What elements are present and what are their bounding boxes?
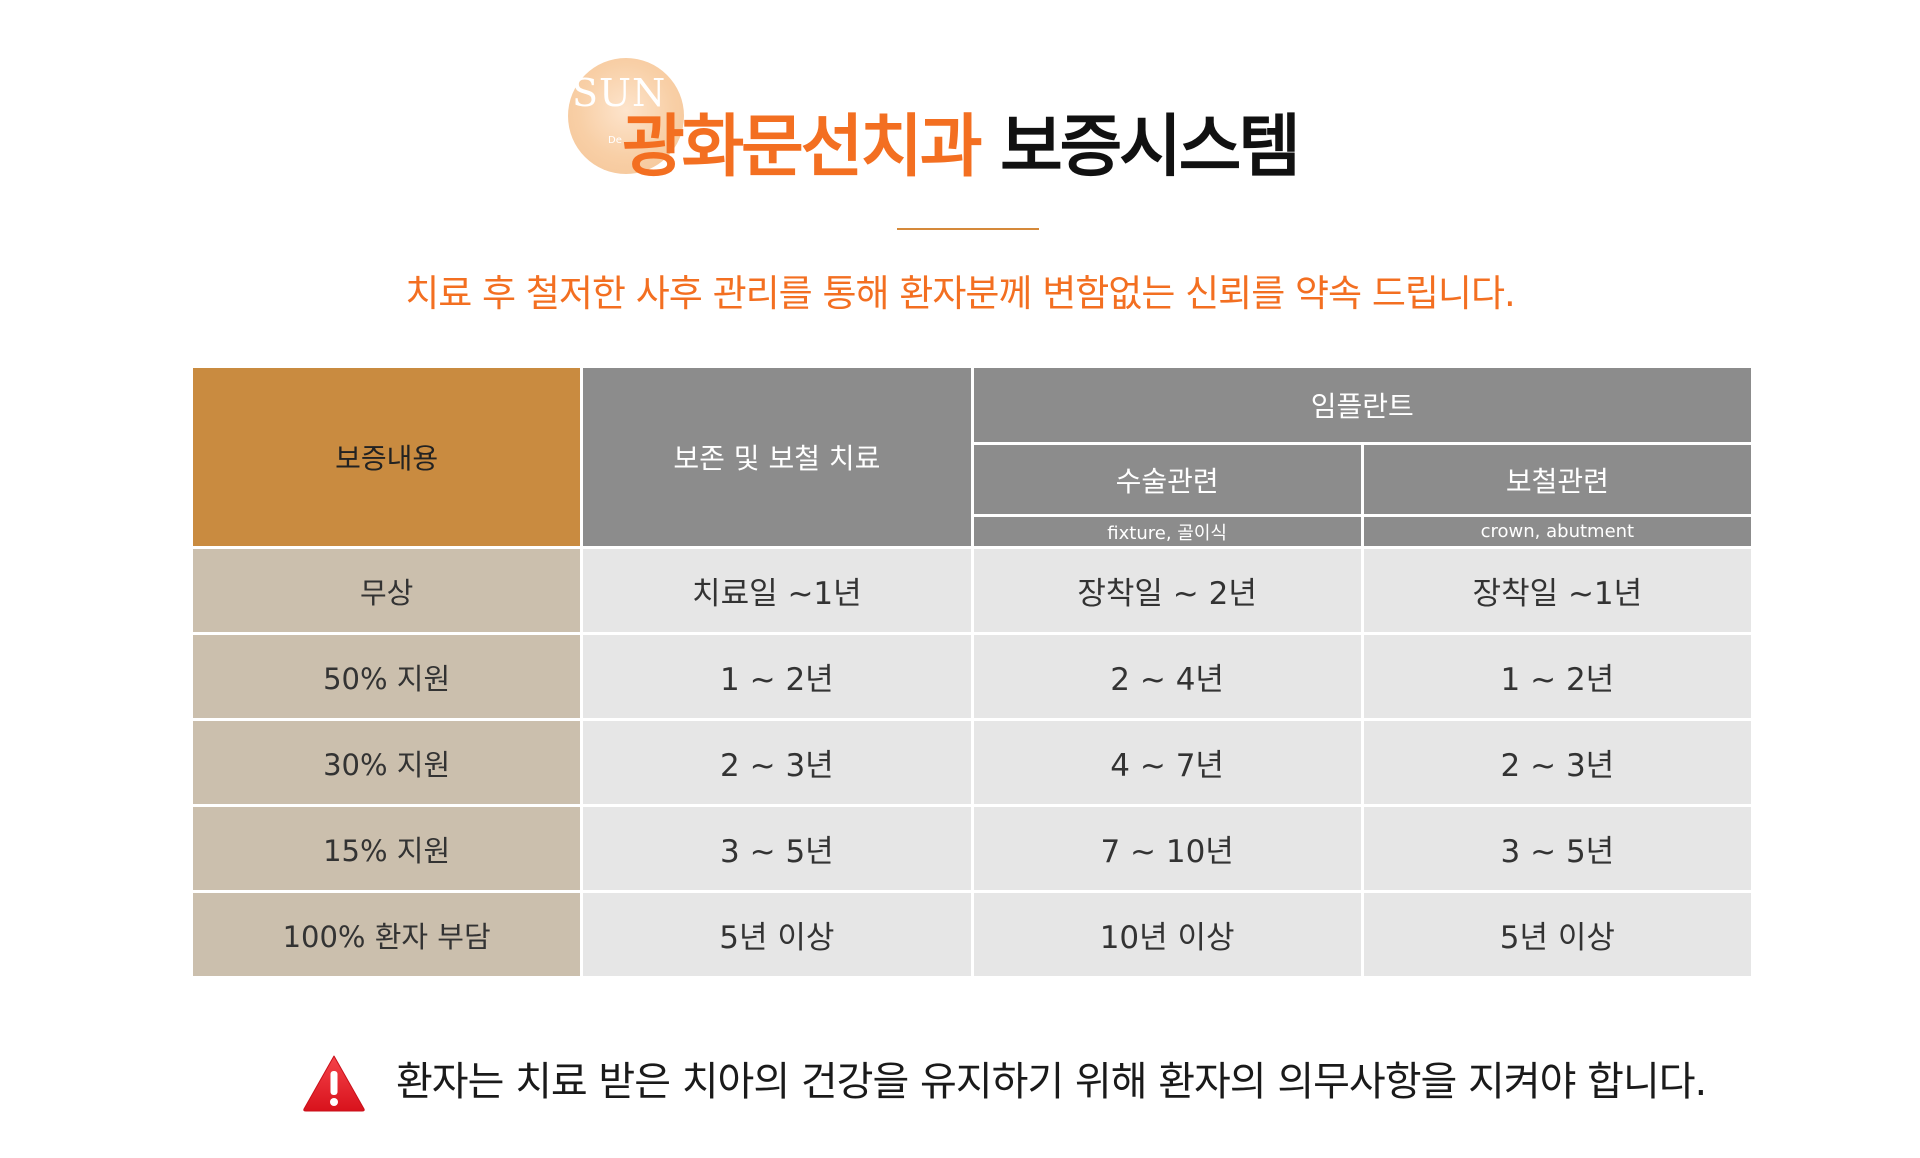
table-row: 100% 환자 부담 5년 이상 10년 이상 5년 이상: [189, 890, 1755, 979]
header-surgery: 수술관련: [970, 442, 1364, 517]
cell-prosthetic: 3 ~ 5년: [1360, 804, 1755, 893]
cell-prosthetic: 1 ~ 2년: [1360, 632, 1755, 721]
title-divider: [897, 228, 1039, 230]
clinic-logo: [568, 58, 684, 174]
cell-surgery: 7 ~ 10년: [970, 804, 1364, 893]
title-clinic-name: 광화문선치과: [622, 108, 982, 187]
cell-prosthetic: 2 ~ 3년: [1360, 718, 1755, 807]
cell-surgery: 4 ~ 7년: [970, 718, 1364, 807]
page-title: 광화문선치과 보증시스템: [0, 108, 1920, 188]
cell-conservative: 1 ~ 2년: [580, 632, 974, 721]
warranty-table: 보증내용 보존 및 보철 치료 임플란트 수술관련 보철관련 fixture, …: [189, 365, 1755, 979]
table-row: 50% 지원 1 ~ 2년 2 ~ 4년 1 ~ 2년: [189, 632, 1755, 721]
header-prosthetic: 보철관련: [1360, 442, 1755, 517]
cell-surgery: 10년 이상: [970, 890, 1364, 979]
logo-text: SUN: [572, 71, 667, 115]
cell-conservative: 5년 이상: [580, 890, 974, 979]
notice-text: 환자는 치료 받은 치아의 건강을 유지하기 위해 환자의 의무사항을 지켜야 …: [396, 1059, 1707, 1105]
row-label: 15% 지원: [189, 804, 584, 893]
header-conservative-treatment: 보존 및 보철 치료: [580, 365, 974, 549]
cell-surgery: 장착일 ~ 2년: [970, 546, 1364, 635]
table-row: 15% 지원 3 ~ 5년 7 ~ 10년 3 ~ 5년: [189, 804, 1755, 893]
page-subtitle: 치료 후 철저한 사후 관리를 통해 환자분께 변함없는 신뢰를 약속 드립니다…: [405, 272, 1516, 315]
row-label: 100% 환자 부담: [189, 890, 584, 979]
row-label: 30% 지원: [189, 718, 584, 807]
cell-prosthetic: 장착일 ~1년: [1360, 546, 1755, 635]
cell-prosthetic: 5년 이상: [1360, 890, 1755, 979]
cell-conservative: 2 ~ 3년: [580, 718, 974, 807]
row-label: 무상: [189, 546, 584, 635]
subheader-prosthetic: crown, abutment: [1360, 514, 1755, 549]
table-row: 30% 지원 2 ~ 3년 4 ~ 7년 2 ~ 3년: [189, 718, 1755, 807]
cell-conservative: 치료일 ~1년: [580, 546, 974, 635]
table-row: 무상 치료일 ~1년 장착일 ~ 2년 장착일 ~1년: [189, 546, 1755, 635]
row-label: 50% 지원: [189, 632, 584, 721]
cell-surgery: 2 ~ 4년: [970, 632, 1364, 721]
subheader-surgery: fixture, 골이식: [970, 514, 1364, 549]
logo-subtext: De: [608, 135, 622, 146]
header-implant: 임플란트: [970, 365, 1754, 445]
header-warranty-content: 보증내용: [189, 365, 584, 549]
title-system: 보증시스템: [1000, 108, 1301, 187]
warning-icon: [303, 1055, 365, 1112]
cell-conservative: 3 ~ 5년: [580, 804, 974, 893]
